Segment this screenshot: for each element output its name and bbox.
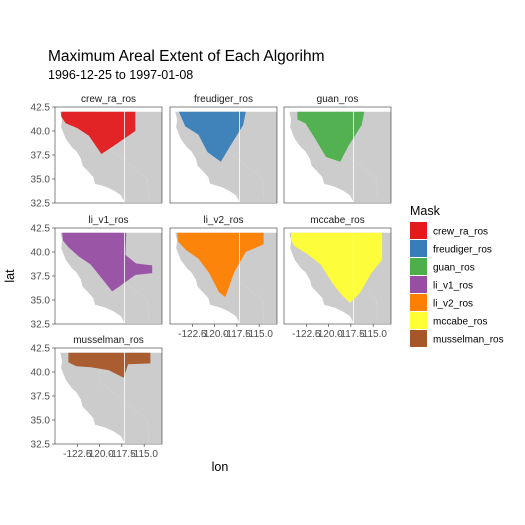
y-tick-label: 32.5: [31, 320, 51, 331]
legend-key-guan_ros: [410, 258, 427, 275]
legend-label-li_v1_ros: li_v1_ros: [433, 281, 473, 292]
y-tick-label: 40.0: [31, 368, 51, 379]
y-tick-label: 35.0: [31, 416, 51, 427]
y-tick-label: 32.5: [31, 199, 51, 210]
legend-key-musselman_ros: [410, 330, 427, 347]
facet-panel-guan_ros: guan_ros: [284, 92, 391, 203]
x-tick-label: -115.0: [245, 329, 273, 340]
facet-panel-freudiger_ros: freudiger_ros: [170, 92, 277, 203]
facet-strip-label: guan_ros: [317, 94, 359, 105]
y-tick-label: 35.0: [31, 175, 51, 186]
y-tick-label: 37.5: [31, 151, 51, 162]
facet-panel-li_v1_ros: li_v1_ros 42.5 40.0 37.5 35.0 32.5: [31, 213, 162, 331]
y-tick-label: 40.0: [31, 127, 51, 138]
chart-title: Maximum Areal Extent of Each Algorihm: [48, 48, 325, 65]
legend-label-li_v2_ros: li_v2_ros: [433, 299, 473, 310]
y-tick-label: 42.5: [31, 224, 51, 235]
y-tick-label: 37.5: [31, 392, 51, 403]
x-tick-label: -115.0: [359, 329, 387, 340]
legend-label-mccabe_ros: mccabe_ros: [433, 317, 487, 328]
facet-strip-label: li_v2_ros: [203, 215, 243, 226]
facet-panel-musselman_ros: musselman_ros42.540.037.535.032.5-122.5-…: [31, 333, 162, 460]
chart-subtitle: 1996-12-25 to 1997-01-08: [48, 68, 193, 82]
y-tick-label: 42.5: [31, 344, 51, 355]
legend-key-li_v2_ros: [410, 294, 427, 311]
facet-strip-label: li_v1_ros: [88, 215, 128, 226]
facet-strip-label: musselman_ros: [73, 335, 144, 346]
facet-panel-li_v2_ros: li_v2_ros-122.5-120.0-117.5-115.0: [170, 213, 277, 340]
x-axis-title: lon: [212, 460, 229, 474]
facet-strip-label: freudiger_ros: [194, 94, 253, 105]
facet-panel-crew_ra_ros: crew_ra_ros 42.5 40.0 37.5 35.0 32.5: [31, 92, 162, 210]
facet-panels: crew_ra_ros 42.5 40.0 37.5 35.0 32.5 freudiger…: [31, 92, 391, 460]
legend-key-crew_ra_ros: [410, 222, 427, 239]
legend-title: Mask: [410, 204, 441, 218]
legend-label-musselman_ros: musselman_ros: [433, 335, 504, 346]
legend-label-freudiger_ros: freudiger_ros: [433, 245, 492, 256]
y-tick-label: 32.5: [31, 440, 51, 451]
y-tick-label: 42.5: [31, 103, 51, 114]
facet-panel-mccabe_ros: mccabe_ros-122.5-120.0-117.5-115.0: [284, 213, 391, 340]
legend: Mask crew_ra_ros freudiger_ros guan_ros li_…: [410, 204, 504, 347]
facet-strip-label: crew_ra_ros: [81, 94, 136, 105]
legend-label-crew_ra_ros: crew_ra_ros: [433, 227, 488, 238]
facet-strip-label: mccabe_ros: [310, 215, 364, 226]
legend-key-freudiger_ros: [410, 240, 427, 257]
x-tick-label: -115.0: [130, 449, 158, 460]
legend-label-guan_ros: guan_ros: [433, 263, 475, 274]
y-tick-label: 37.5: [31, 272, 51, 283]
legend-key-mccabe_ros: [410, 312, 427, 329]
y-axis-title: lat: [3, 269, 17, 283]
y-tick-label: 35.0: [31, 296, 51, 307]
y-tick-label: 40.0: [31, 248, 51, 259]
legend-key-li_v1_ros: [410, 276, 427, 293]
